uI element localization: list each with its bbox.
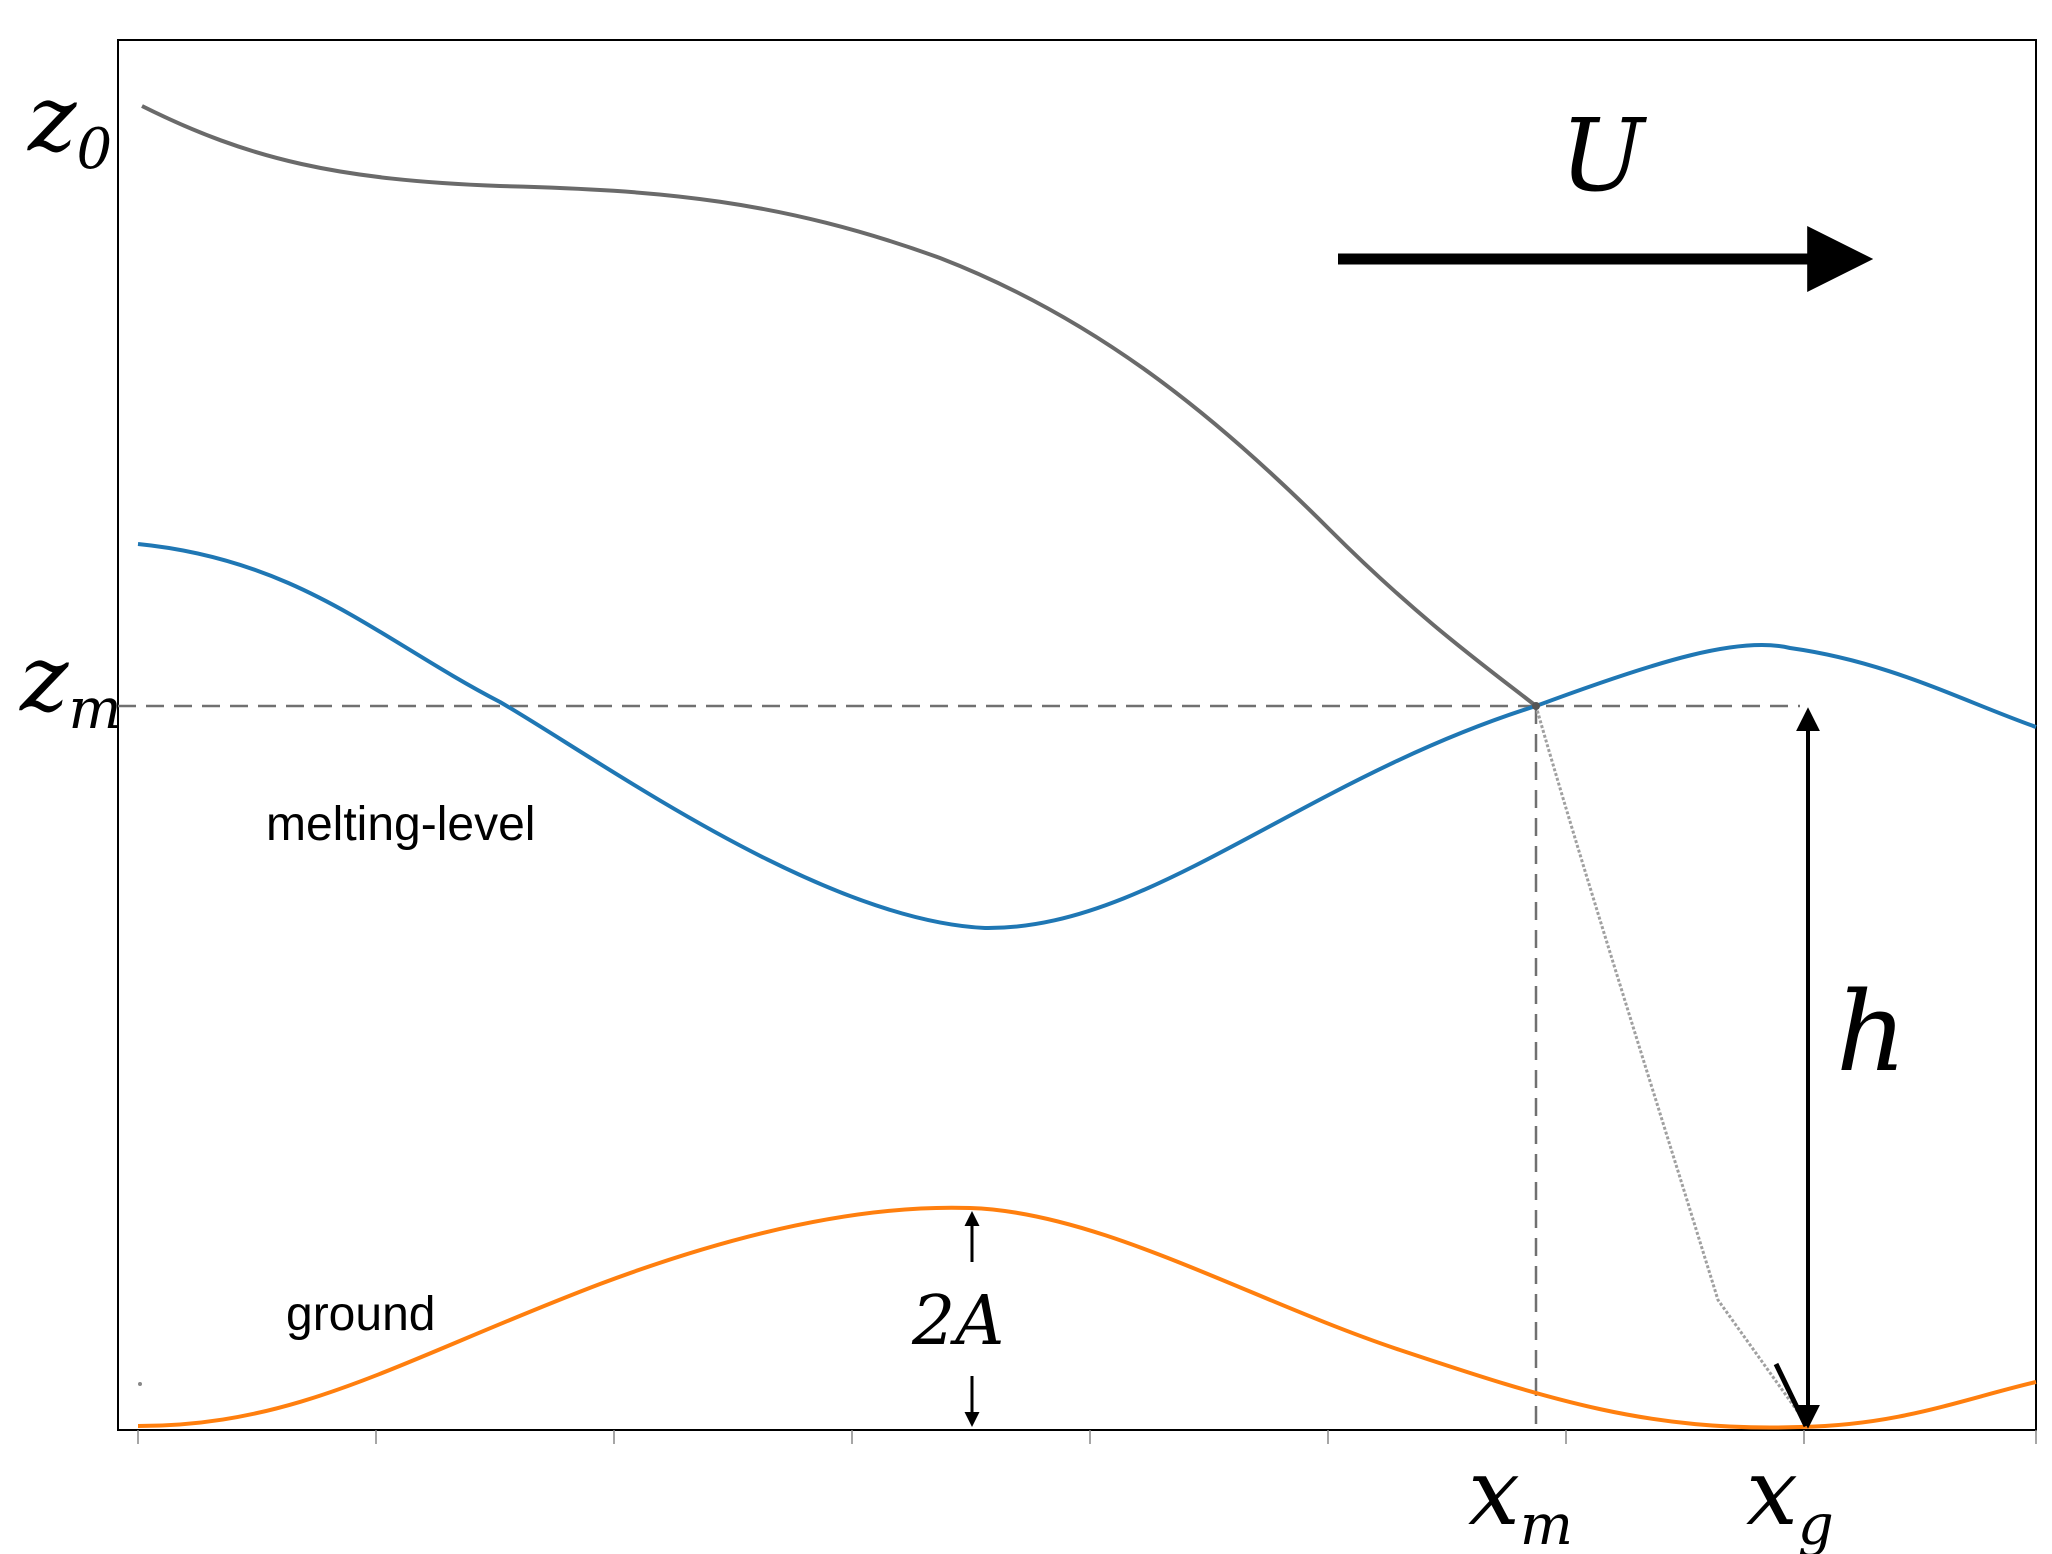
trajectory-end-segment [1773,1362,1809,1428]
trajectory-below-melting [1534,705,1810,1427]
ground-label: ground [286,1288,435,1341]
xm-label: xm [1468,1439,1573,1554]
melting-level-label: melting-level [266,798,535,851]
intersection-point [1532,702,1540,710]
z0-label: z0 [27,65,112,182]
trajectory-above-melting [141,104,1538,708]
melting-level-curve [137,542,2037,931]
z0-label-base: z [27,65,77,172]
wind-label: U [1560,97,1648,214]
xm-label-sub: m [1520,1493,1573,1554]
amplitude-label: 2A [911,1282,1004,1361]
x-axis-ticks [137,1430,2037,1444]
z0-label-sub: 0 [76,117,112,182]
plot-frame [117,39,2037,1431]
zm-label: zm [19,625,122,742]
xg-label-sub: g [1798,1493,1834,1554]
zm-label-base: z [19,625,69,732]
zm-label-sub: m [68,677,121,742]
corner-dot [138,1382,142,1386]
h-label: h [1836,968,1907,1096]
xg-label-base: x [1746,1439,1798,1546]
xg-label: xg [1746,1439,1834,1554]
xm-label-base: x [1468,1439,1520,1546]
